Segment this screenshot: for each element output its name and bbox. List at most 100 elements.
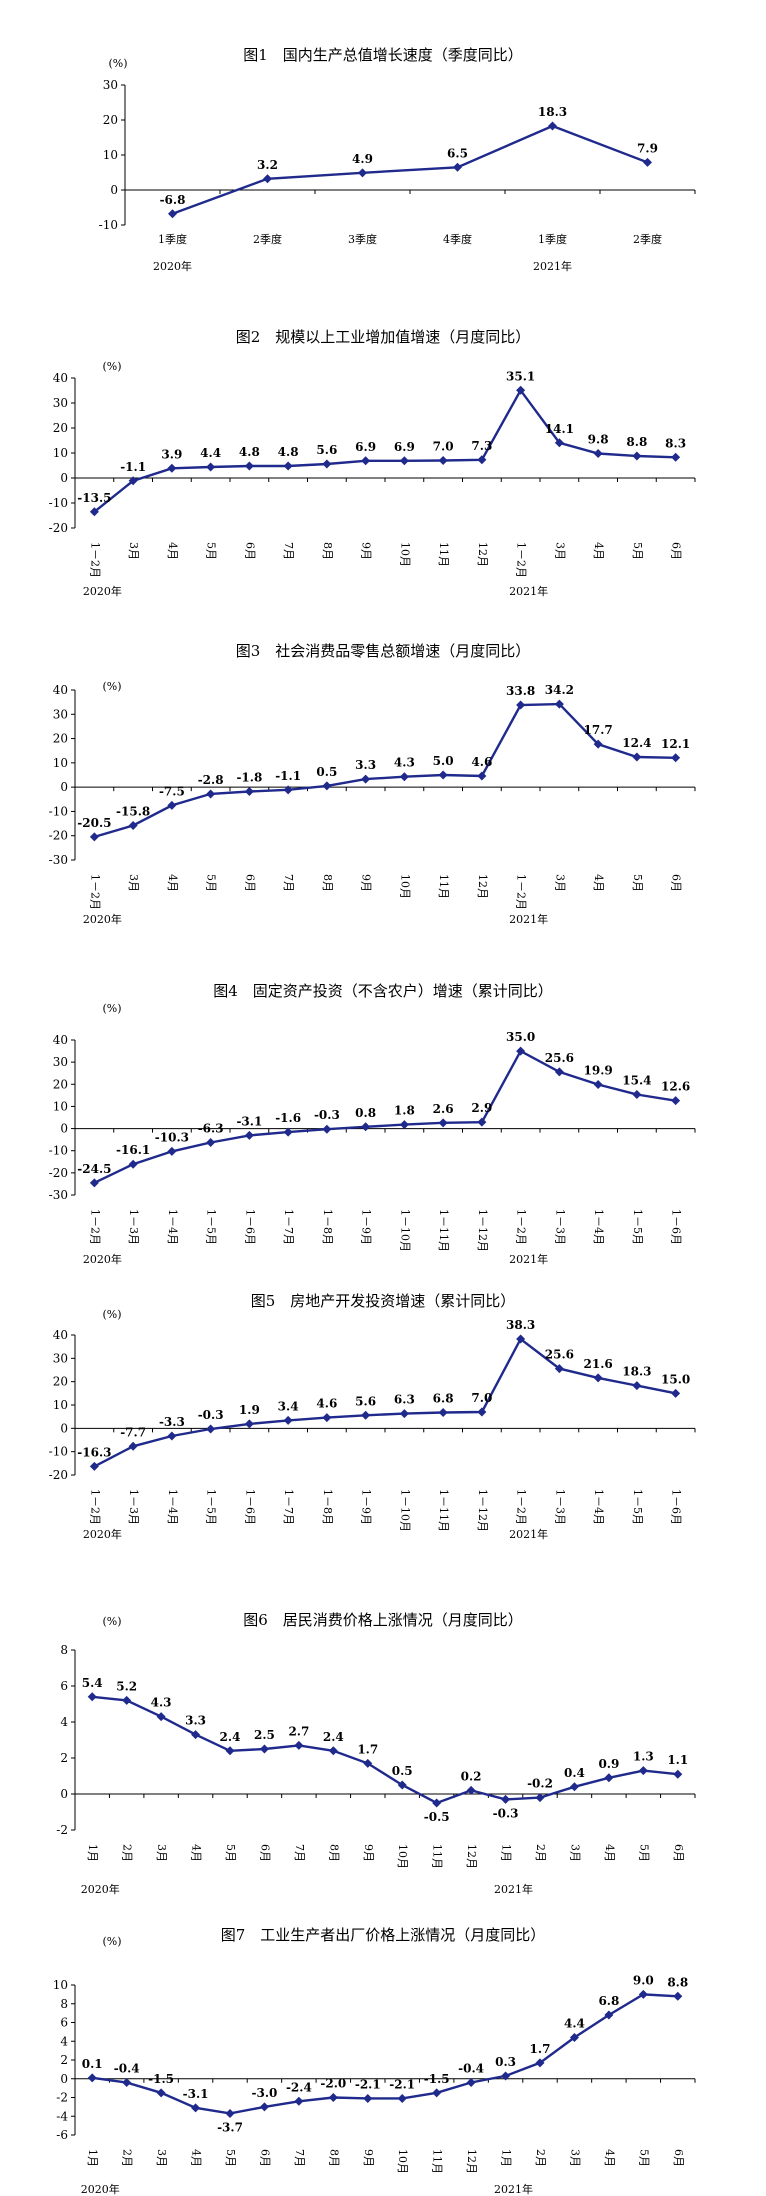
data-label: 3.3 [355, 758, 376, 772]
data-point [593, 1080, 603, 1090]
data-label: 1.9 [239, 1403, 260, 1417]
y-tick-label: 10 [53, 446, 68, 460]
x-tick-label: 10月 [396, 1844, 409, 1869]
x-tick-label: 6月 [670, 542, 683, 560]
data-point [432, 1798, 442, 1808]
data-point [453, 162, 462, 172]
x-tick-label: 5月 [631, 542, 644, 560]
year-label: 2021年 [509, 584, 548, 598]
data-label: 8.8 [667, 1975, 688, 1989]
data-label: 2.4 [220, 1730, 241, 1744]
data-point [671, 1096, 681, 1106]
data-point [466, 2078, 476, 2087]
x-tick-label: 4月 [603, 1844, 616, 1862]
data-label: -0.4 [114, 2062, 140, 2076]
x-tick-label: 1－9月 [360, 1489, 373, 1525]
data-label: 0.9 [598, 1757, 619, 1771]
data-label: 12.1 [661, 737, 690, 751]
year-label: 2021年 [533, 259, 572, 273]
data-label: 1.1 [667, 1753, 688, 1767]
data-point [569, 1782, 579, 1792]
data-label: 7.9 [637, 141, 658, 155]
year-label: 2021年 [509, 912, 548, 926]
x-tick-label: 6月 [243, 874, 256, 892]
data-label: 12.6 [661, 1080, 690, 1094]
x-tick-label: 4月 [592, 542, 605, 560]
data-point [225, 2108, 235, 2118]
chart-title: 图3 社会消费品零售总额增速（月度同比） [236, 642, 531, 660]
data-label: -24.5 [77, 1162, 111, 1176]
y-tick-label: -6 [56, 2128, 68, 2142]
x-tick-label: 1季度 [158, 232, 187, 246]
data-label: 15.0 [661, 1372, 690, 1386]
data-point [516, 1334, 526, 1344]
data-point [554, 438, 564, 448]
data-label: -0.4 [458, 2062, 484, 2076]
data-label: 3.2 [257, 158, 278, 172]
chart-2: 图2 规模以上工业增加值增速（月度同比） (%) -20 -10 0 10 20 30 40 1－… [49, 328, 696, 598]
x-tick-label: 1月 [86, 1844, 99, 1862]
data-label: 3.9 [161, 447, 182, 461]
data-point [397, 2093, 407, 2103]
chart-4: 图4 固定资产投资（不含农户）增速（累计同比） (%) -30 -20 -10 0 10 20… [49, 982, 696, 1266]
y-tick-label: 0 [60, 1787, 68, 1801]
x-tick-label: 4月 [603, 2149, 616, 2167]
data-point [671, 1388, 681, 1398]
data-label: 12.4 [622, 736, 651, 750]
data-point [206, 1424, 216, 1434]
x-tick-label: 1－6月 [670, 1209, 683, 1245]
data-label: 4.6 [316, 1397, 337, 1411]
data-point [638, 1989, 648, 1999]
y-tick-label: 40 [53, 683, 68, 697]
x-tick-label: 5月 [631, 874, 644, 892]
y-tick-label: -10 [99, 218, 118, 232]
x-tick-label: 2季度 [253, 232, 282, 246]
x-tick-label: 6月 [672, 2149, 685, 2167]
unit-label: (%) [102, 360, 121, 373]
data-label: 25.6 [545, 1348, 574, 1362]
data-point [569, 2033, 579, 2042]
data-label: -0.3 [493, 1806, 519, 1820]
data-point [593, 449, 603, 458]
x-tick-label: 1－10月 [398, 1489, 411, 1532]
series-line [93, 1049, 676, 1184]
x-tick-label: 2月 [534, 1844, 547, 1862]
x-tick-label: 1－3月 [553, 1209, 566, 1245]
data-point [128, 821, 138, 831]
x-tick-label: 1－7月 [282, 1209, 295, 1245]
series-line [93, 388, 676, 513]
x-tick-label: 2季度 [633, 232, 662, 246]
data-label: 18.3 [538, 105, 567, 119]
data-label: 5.0 [433, 754, 454, 768]
data-point [554, 1364, 564, 1374]
data-label: 8.3 [665, 436, 686, 450]
data-label: 38.3 [506, 1318, 535, 1332]
data-point [87, 1692, 97, 1702]
year-label: 2020年 [83, 1252, 122, 1266]
x-tick-label: 10月 [396, 2149, 409, 2174]
x-tick-label: 12月 [465, 1844, 478, 1869]
y-tick-label: 30 [53, 1055, 68, 1069]
data-label: 35.0 [506, 1030, 535, 1044]
x-tick-label: 1－4月 [166, 1209, 179, 1245]
data-point [432, 2088, 442, 2098]
y-tick-label: 30 [53, 707, 68, 721]
x-tick-label: 10月 [398, 542, 411, 567]
data-point [535, 2058, 545, 2068]
y-tick-label: 20 [53, 1077, 68, 1091]
chart-title: 图1 国内生产总值增长速度（季度同比） [243, 46, 523, 64]
data-point [156, 2088, 166, 2098]
data-label: -0.5 [424, 1810, 450, 1824]
y-tick-label: 40 [53, 1033, 68, 1047]
x-tick-label: 1－2月 [88, 542, 101, 578]
x-tick-label: 12月 [465, 2149, 478, 2174]
y-tick-label: 10 [53, 756, 68, 770]
x-tick-label: 9月 [362, 1844, 375, 1862]
data-label: -13.5 [77, 491, 111, 505]
data-point [501, 1794, 511, 1804]
x-tick-label: 8月 [327, 1844, 340, 1862]
x-tick-label: 12月 [476, 874, 489, 899]
unit-label: (%) [102, 680, 121, 693]
chart-title: 图4 固定资产投资（不含农户）增速（累计同比） [213, 982, 553, 1000]
data-point [89, 1461, 99, 1471]
